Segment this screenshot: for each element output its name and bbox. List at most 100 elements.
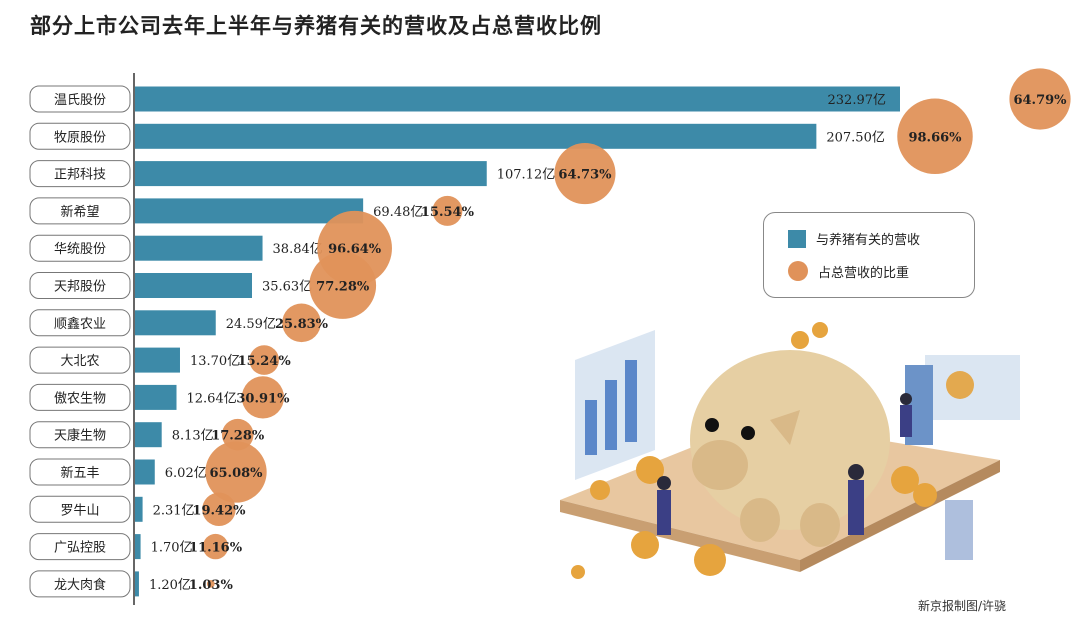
legend-item-revenue: 与养猪有关的营收: [788, 229, 920, 248]
category-label: 傲农生物: [54, 391, 106, 406]
share-bubble: [1009, 68, 1071, 130]
category-label: 广弘控股: [54, 541, 106, 556]
category-label: 温氏股份: [54, 93, 106, 108]
illustration-chart-bar-3: [625, 360, 637, 442]
category-label-box: [29, 309, 131, 337]
share-percent-label: 15.54%: [421, 205, 475, 220]
category-label-box: [29, 421, 131, 449]
revenue-value-label: 107.12亿: [497, 168, 556, 183]
category-label: 龙大肉食: [54, 577, 106, 593]
share-bubble: [282, 303, 321, 343]
revenue-bar: [135, 534, 141, 560]
revenue-bar: [135, 198, 364, 224]
piggy-bank-ear: [770, 410, 800, 445]
category-label-box: [29, 85, 131, 113]
category-label-box: [29, 122, 131, 150]
share-percent-label: 25.83%: [275, 317, 329, 332]
illustration-coin-stack-right: [946, 371, 974, 399]
share-percent-label: 98.66%: [908, 130, 962, 145]
legend-item-share: 占总营收的比重: [788, 261, 909, 281]
category-label: 正邦科技: [54, 168, 106, 183]
credit-text: 新京报制图/许骁: [918, 599, 1007, 613]
legend-bubble-swatch: [788, 261, 808, 281]
illustration-coin: [694, 544, 726, 576]
piggy-bank-leg: [740, 498, 780, 542]
category-label-box: [29, 160, 131, 188]
illustration-coin: [891, 466, 919, 494]
revenue-value-label: 12.64亿: [187, 391, 237, 406]
category-label: 牧原股份: [54, 130, 106, 145]
share-percent-label: 15.24%: [238, 354, 292, 369]
revenue-value-label: 38.84亿: [273, 242, 323, 257]
piggy-bank-snout: [692, 440, 748, 490]
category-label-box: [29, 458, 131, 486]
category-label-box: [29, 197, 131, 225]
illustration-person-head: [848, 464, 864, 480]
revenue-bar: [135, 86, 900, 112]
share-percent-label: 19.42%: [192, 503, 246, 518]
illustration-platform-side-right: [800, 460, 1000, 572]
revenue-value-label: 69.48亿: [373, 205, 423, 220]
revenue-bar: [135, 496, 143, 522]
illustration-coin: [812, 322, 828, 338]
category-label-box: [29, 533, 131, 561]
piggy-bank-eye-left: [705, 418, 719, 432]
category-label-box: [29, 495, 131, 523]
revenue-value-label: 2.31亿: [153, 503, 195, 518]
category-label: 天邦股份: [54, 280, 106, 295]
share-bubble: [432, 195, 463, 226]
illustration-coin: [571, 565, 585, 579]
share-bubble: [249, 345, 280, 375]
revenue-value-label: 6.02亿: [165, 466, 207, 481]
illustration-person: [900, 405, 912, 437]
share-percent-label: 64.79%: [1013, 93, 1067, 108]
revenue-value-label: 8.13亿: [172, 429, 214, 444]
category-label: 华统股份: [54, 242, 106, 257]
illustration-coin: [631, 531, 659, 559]
share-bubble: [309, 252, 377, 319]
revenue-value-label: 207.50亿: [826, 130, 885, 145]
revenue-value-label: 1.70亿: [151, 541, 193, 556]
share-percent-label: 30.91%: [236, 391, 290, 406]
piggy-bank-leg-2: [800, 503, 840, 547]
category-label-box: [29, 346, 131, 374]
illustration-coin: [590, 480, 610, 500]
revenue-bar: [135, 384, 177, 410]
revenue-value-label: 232.97亿: [828, 93, 887, 108]
revenue-bar: [135, 123, 817, 149]
share-percent-label: 17.28%: [211, 429, 265, 444]
share-percent-label: 65.08%: [209, 466, 263, 481]
category-label: 天康生物: [54, 428, 106, 444]
category-label: 新五丰: [60, 465, 99, 481]
revenue-bar: [135, 347, 180, 373]
revenue-bar: [135, 235, 263, 261]
revenue-bar: [135, 310, 216, 336]
illustration-chart-bar-1: [585, 400, 597, 455]
category-label: 新希望: [60, 204, 99, 220]
illustration-chart-bar-2: [605, 380, 617, 450]
piggy-bank-eye-right: [741, 426, 755, 440]
revenue-value-label: 13.70亿: [190, 354, 240, 369]
piggy-bank-illustration: [560, 322, 1020, 579]
category-label: 顺鑫农业: [54, 316, 106, 332]
legend: 与养猪有关的营收 占总营收的比重: [763, 212, 975, 298]
category-label-box: [29, 570, 131, 598]
share-bubble: [897, 98, 973, 175]
legend-bubble-label: 占总营收的比重: [818, 265, 910, 281]
share-percent-label: 1.03%: [189, 578, 234, 593]
category-label: 大北农: [60, 354, 99, 369]
illustration-person: [848, 480, 864, 535]
illustration-person-head: [900, 393, 912, 405]
revenue-value-label: 35.63亿: [262, 280, 312, 295]
revenue-bar: [135, 571, 139, 597]
illustration-coin: [791, 331, 809, 349]
share-percent-label: 64.73%: [558, 168, 612, 183]
share-bubble: [206, 580, 215, 588]
revenue-bar: [135, 273, 252, 298]
category-label-box: [29, 383, 131, 411]
revenue-bar: [135, 161, 487, 187]
share-percent-label: 77.28%: [316, 280, 370, 295]
share-percent-label: 11.16%: [189, 541, 243, 556]
illustration-coin: [636, 456, 664, 484]
